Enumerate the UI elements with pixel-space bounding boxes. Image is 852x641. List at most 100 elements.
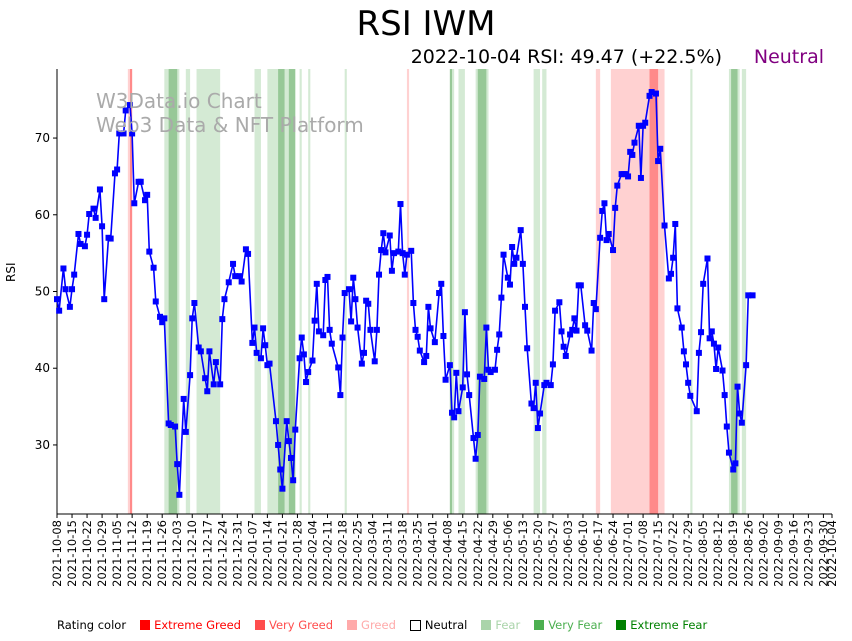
rsi-point <box>101 296 108 303</box>
rsi-point <box>498 294 505 301</box>
rsi-point <box>625 173 632 180</box>
rsi-point <box>652 90 659 97</box>
rsi-point <box>494 346 501 353</box>
rsi-point <box>315 328 322 335</box>
rsi-point <box>685 379 692 386</box>
rsi-point <box>81 243 88 250</box>
rsi-point <box>588 347 595 354</box>
rating-band <box>406 69 410 514</box>
rsi-point <box>399 250 406 257</box>
x-tick-label: 2021-10-29 <box>95 520 109 587</box>
rsi-point <box>122 107 129 114</box>
rsi-point <box>365 300 372 307</box>
rating-band <box>449 69 453 514</box>
rsi-line <box>56 91 753 495</box>
rsi-point <box>180 395 187 402</box>
x-tick-label: 2022-07-01 <box>621 520 635 587</box>
sentiment-label: Neutral <box>753 46 824 68</box>
rsi-point <box>187 372 194 379</box>
rsi-point <box>107 235 114 242</box>
rsi-point <box>442 376 449 383</box>
rsi-point <box>421 359 428 366</box>
x-tick-label: 2022-05-27 <box>546 520 560 587</box>
rsi-point <box>472 455 479 462</box>
x-tick-label: 2021-11-19 <box>140 520 154 587</box>
x-tick-label: 2022-09-02 <box>756 520 770 587</box>
rsi-point <box>693 408 700 415</box>
rsi-point <box>719 367 726 374</box>
rsi-point <box>582 322 589 329</box>
rsi-point <box>549 361 556 368</box>
rating-band <box>690 69 693 514</box>
rsi-point <box>204 388 211 395</box>
rsi-point <box>715 344 722 351</box>
rsi-point <box>60 265 67 272</box>
rsi-point <box>547 382 554 389</box>
legend-item-extreme-fear: Extreme Fear <box>616 618 707 632</box>
rsi-point <box>670 254 677 261</box>
rsi-point <box>202 375 209 382</box>
rsi-point <box>249 339 256 346</box>
rsi-point <box>629 151 636 158</box>
x-tick-label: 2022-04-22 <box>471 520 485 587</box>
rsi-point <box>708 328 715 335</box>
rsi-point <box>75 230 82 237</box>
rsi-point <box>176 491 183 498</box>
rsi-point <box>470 435 477 442</box>
rsi-point <box>69 286 76 293</box>
rsi-point <box>150 264 157 271</box>
rsi-point <box>522 303 529 310</box>
rsi-point <box>680 348 687 355</box>
x-tick-label: 2021-11-05 <box>110 520 124 587</box>
rsi-point <box>56 307 63 314</box>
x-tick-label: 2021-11-12 <box>125 520 139 587</box>
rating-band <box>649 69 659 514</box>
rsi-point <box>144 191 151 198</box>
rsi-point <box>573 327 580 334</box>
rsi-point <box>558 328 565 335</box>
rsi-point <box>142 197 149 204</box>
rsi-point <box>461 309 468 316</box>
rsi-point <box>397 201 404 208</box>
rsi-point <box>358 360 365 367</box>
rsi-point <box>683 361 690 368</box>
rsi-point <box>217 381 224 388</box>
x-tick-label: 2021-12-03 <box>170 520 184 587</box>
rsi-point <box>363 297 370 304</box>
rsi-point <box>77 240 84 247</box>
rsi-point <box>320 332 327 339</box>
rsi-point <box>687 392 694 399</box>
rsi-point <box>597 234 604 241</box>
rsi-point <box>721 392 728 399</box>
x-tick-label: 2022-02-25 <box>351 520 365 587</box>
x-tick-label: 2022-09-30 <box>816 520 830 587</box>
x-tick-label: 2022-03-25 <box>411 520 425 587</box>
rsi-point <box>137 178 144 185</box>
x-tick-label: 2022-05-06 <box>501 520 515 587</box>
rsi-point <box>376 271 383 278</box>
rsi-point <box>283 418 290 425</box>
legend-item-neutral: Neutral <box>409 618 467 632</box>
rsi-point <box>543 379 550 386</box>
rsi-point <box>380 230 387 237</box>
rsi-point <box>706 335 713 342</box>
rsi-point <box>114 166 121 173</box>
rsi-point <box>562 352 569 359</box>
rsi-point <box>131 200 138 207</box>
y-tick-label: 70 <box>35 131 50 145</box>
rsi-point <box>197 348 204 355</box>
rsi-point <box>637 174 644 181</box>
rsi-point <box>262 342 269 349</box>
rsi-point <box>466 392 473 399</box>
rsi-point <box>603 237 610 244</box>
rsi-point <box>242 246 249 253</box>
rsi-point <box>453 369 460 376</box>
rsi-point <box>506 281 513 288</box>
y-tick-label: 30 <box>35 438 50 452</box>
x-tick-label: 2022-08-05 <box>696 520 710 587</box>
rsi-point <box>373 326 380 333</box>
rsi-point <box>354 324 361 331</box>
x-tick-label: 2022-01-28 <box>290 520 304 587</box>
rsi-point <box>408 247 415 254</box>
rsi-point <box>99 223 106 230</box>
